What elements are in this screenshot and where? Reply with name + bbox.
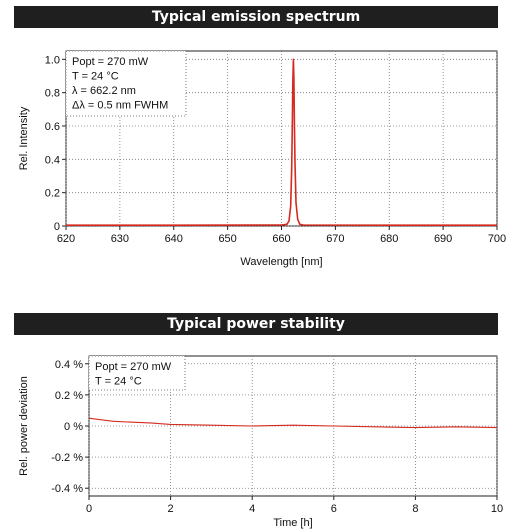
x-axis-label: Wavelength [nm] [240, 256, 322, 268]
x-tick-label: 2 [168, 503, 174, 515]
x-tick-label: 620 [57, 233, 75, 245]
y-tick-label: 0 [54, 221, 60, 233]
y-tick-label: 0.4 [45, 154, 60, 166]
annotation-text: Popt = 270 mW [72, 56, 149, 68]
y-tick-label: 0.4 % [55, 359, 83, 371]
y-tick-label: 0 % [64, 421, 83, 433]
y-tick-label: 0.6 [45, 121, 60, 133]
x-tick-label: 640 [165, 233, 183, 245]
y-axis-label: Rel. Intensity [18, 106, 30, 170]
annotation-box [88, 355, 186, 391]
series-line [66, 58, 497, 226]
y-tick-label: 0.8 [45, 88, 60, 100]
y-tick-label: -0.2 % [51, 452, 83, 464]
x-tick-label: 660 [272, 233, 290, 245]
y-axis-label: Rel. power deviation [18, 376, 30, 476]
y-tick-label: 0.2 % [55, 390, 83, 402]
chart-1-title: Typical emission spectrum [14, 6, 498, 28]
annotation-text: λ = 662.2 nm [72, 85, 136, 97]
x-tick-label: 650 [218, 233, 236, 245]
chart-2-title: Typical power stability [14, 313, 498, 335]
y-tick-label: 0.2 [45, 188, 60, 200]
y-tick-label: -0.4 % [51, 483, 83, 495]
annotation-text: T = 24 °C [72, 71, 119, 83]
x-tick-label: 4 [249, 503, 255, 515]
series-line [88, 417, 498, 429]
x-tick-label: 700 [488, 233, 506, 245]
y-tick-label: 1.0 [45, 54, 60, 66]
x-tick-label: 0 [86, 503, 92, 515]
x-tick-label: 670 [326, 233, 344, 245]
x-tick-label: 6 [331, 503, 337, 515]
x-tick-label: 630 [111, 233, 129, 245]
x-tick-label: 10 [491, 503, 503, 515]
x-tick-label: 690 [434, 233, 452, 245]
x-tick-label: 8 [412, 503, 418, 515]
x-axis-label: Time [h] [273, 517, 312, 529]
annotation-text: Popt = 270 mW [95, 361, 172, 373]
annotation-text: Δλ = 0.5 nm FWHM [72, 100, 168, 112]
annotation-box [65, 50, 187, 117]
annotation-text: T = 24 °C [95, 376, 142, 388]
x-tick-label: 680 [380, 233, 398, 245]
